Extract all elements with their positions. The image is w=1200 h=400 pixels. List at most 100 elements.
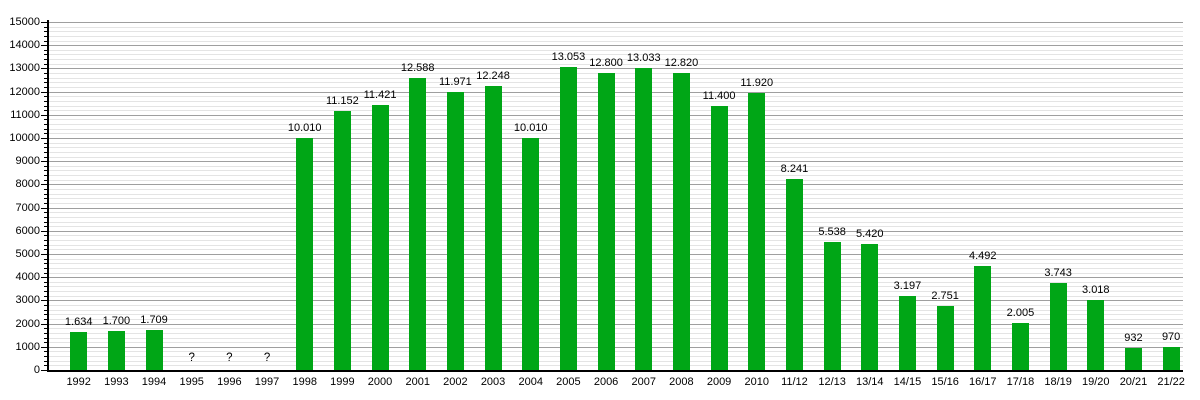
y-axis-minor-tick <box>44 212 48 214</box>
bar-value-label: 3.018 <box>1082 283 1110 296</box>
x-axis-category-label: 2005 <box>556 376 581 388</box>
minor-gridline <box>48 351 1183 353</box>
y-axis-tick-label: 12000 <box>9 85 40 98</box>
y-axis-minor-tick <box>44 314 48 316</box>
y-axis-minor-tick <box>44 267 48 269</box>
minor-gridline <box>48 216 1183 218</box>
major-gridline <box>48 91 1183 93</box>
bar <box>898 295 916 370</box>
bar-value-label: 11.971 <box>438 76 472 89</box>
bar <box>446 92 464 370</box>
bar <box>635 67 653 370</box>
y-axis-minor-tick <box>44 286 48 288</box>
y-axis-minor-tick <box>44 59 48 61</box>
missing-value-marker: ? <box>188 352 195 364</box>
minor-gridline <box>48 77 1183 79</box>
bar-value-label: 12.800 <box>589 57 623 70</box>
bar-value-label: 11.152 <box>325 95 359 108</box>
y-axis-tick-label: 7000 <box>15 201 40 214</box>
x-axis-category-label: 2006 <box>593 376 619 388</box>
minor-gridline <box>48 100 1183 102</box>
y-axis-minor-tick <box>44 189 48 191</box>
minor-gridline <box>48 337 1183 339</box>
minor-gridline <box>48 212 1183 214</box>
major-gridline <box>48 323 1183 325</box>
y-axis-major-tick <box>41 254 48 255</box>
minor-gridline <box>48 332 1183 334</box>
minor-gridline <box>48 26 1183 28</box>
bar-value-label: 12.588 <box>400 61 435 74</box>
y-axis-minor-tick <box>44 295 48 297</box>
minor-gridline <box>48 156 1183 158</box>
major-gridline <box>48 300 1183 302</box>
minor-gridline <box>48 73 1183 75</box>
y-axis-tick-label: 11000 <box>10 108 40 121</box>
y-axis-minor-tick <box>44 226 48 228</box>
x-axis-category-label: 1992 <box>66 376 91 388</box>
minor-gridline <box>48 235 1183 237</box>
bar-value-label: 1.634 <box>64 316 93 329</box>
y-axis-minor-tick <box>44 54 48 56</box>
minor-gridline <box>48 82 1183 84</box>
minor-gridline <box>48 360 1183 362</box>
y-axis-minor-tick <box>44 100 48 102</box>
major-gridline <box>48 207 1183 209</box>
y-axis-tick-label: 13000 <box>9 62 40 75</box>
minor-gridline <box>48 263 1183 265</box>
bar <box>748 93 766 370</box>
bar <box>1087 299 1105 370</box>
x-axis-category-label: 1995 <box>179 376 204 388</box>
y-axis-major-tick <box>41 45 48 47</box>
y-axis-tick-label: 8000 <box>15 178 40 191</box>
x-axis-category-label: 13/14 <box>856 376 884 388</box>
bar <box>1049 283 1067 370</box>
bar <box>1162 347 1180 370</box>
minor-gridline <box>48 40 1183 42</box>
x-axis-category-label: 1993 <box>104 376 129 388</box>
bar <box>296 137 314 370</box>
y-axis-minor-tick <box>44 142 48 144</box>
minor-gridline <box>48 54 1183 56</box>
minor-gridline <box>48 124 1183 126</box>
x-axis-line <box>47 370 1183 372</box>
minor-gridline <box>48 49 1183 51</box>
bar-value-label: 10.010 <box>287 121 322 134</box>
y-axis-major-tick <box>41 114 48 116</box>
minor-gridline <box>48 286 1183 288</box>
y-axis-major-tick <box>41 22 48 23</box>
major-gridline <box>48 68 1183 70</box>
major-gridline <box>48 45 1183 47</box>
bar <box>333 111 351 370</box>
y-axis-minor-tick <box>44 96 48 98</box>
bar-value-label: 3.197 <box>893 279 922 292</box>
missing-value-marker: ? <box>226 352 233 364</box>
y-axis-minor-tick <box>44 156 48 158</box>
x-axis-category-label: 2003 <box>480 376 506 388</box>
minor-gridline <box>48 226 1183 228</box>
minor-gridline <box>48 328 1183 330</box>
bar-value-label: 2.751 <box>931 290 959 303</box>
y-axis-minor-tick <box>44 351 48 353</box>
x-axis-category-label: 2007 <box>631 376 656 388</box>
minor-gridline <box>48 272 1183 274</box>
y-axis-minor-tick <box>44 165 48 167</box>
bar-value-label: 1.700 <box>102 314 131 327</box>
bar-value-label: 8.241 <box>780 162 809 175</box>
y-axis-tick-label: 9000 <box>15 155 40 168</box>
x-axis-category-label: 15/16 <box>931 376 959 388</box>
y-axis-minor-tick <box>44 26 48 28</box>
bar-value-label: 12.248 <box>476 69 510 82</box>
bar <box>974 265 992 370</box>
y-axis-minor-tick <box>44 235 48 237</box>
x-axis-category-label: 2001 <box>405 376 430 388</box>
x-axis-category-label: 1997 <box>254 376 280 388</box>
major-gridline <box>48 114 1183 116</box>
y-axis-major-tick <box>41 138 48 139</box>
y-axis-minor-tick <box>44 105 48 107</box>
minor-gridline <box>48 133 1183 135</box>
x-axis-category-label: 12/13 <box>818 376 846 388</box>
y-axis-minor-tick <box>44 328 48 330</box>
minor-gridline <box>48 31 1183 33</box>
y-axis-minor-tick <box>44 272 48 274</box>
y-axis-minor-tick <box>44 318 48 320</box>
